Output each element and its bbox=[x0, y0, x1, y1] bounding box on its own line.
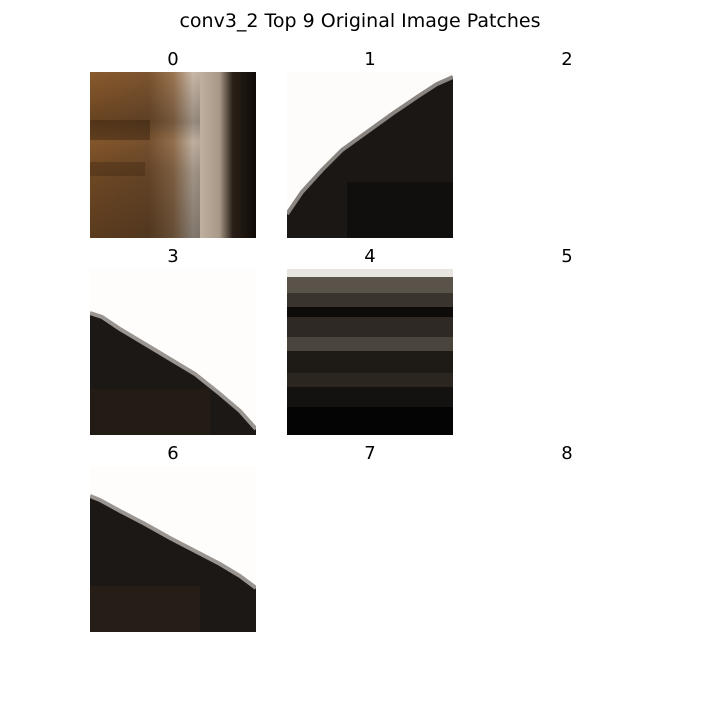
patch-label-1: 1 bbox=[364, 49, 376, 70]
patch-label-8: 8 bbox=[561, 443, 573, 464]
patch-label-7: 7 bbox=[364, 443, 376, 464]
patch-label-2: 2 bbox=[561, 49, 573, 70]
patch-label-0: 0 bbox=[167, 49, 179, 70]
patch-label-5: 5 bbox=[561, 246, 573, 267]
patch-image-3 bbox=[90, 269, 256, 435]
patch-label-6: 6 bbox=[167, 443, 179, 464]
patch-image-0 bbox=[90, 72, 256, 238]
figure-title: conv3_2 Top 9 Original Image Patches bbox=[179, 10, 541, 32]
patch-label-3: 3 bbox=[167, 246, 179, 267]
patch-image-4 bbox=[287, 269, 453, 435]
patch-image-1 bbox=[287, 72, 453, 238]
patch-label-4: 4 bbox=[364, 246, 376, 267]
patch-image-6 bbox=[90, 466, 256, 632]
